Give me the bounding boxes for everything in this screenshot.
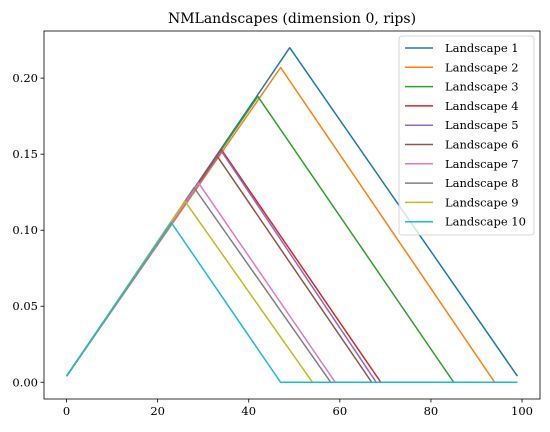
chart-title: NMLandscapes (dimension 0, rips) bbox=[168, 11, 416, 27]
series-layer bbox=[65, 46, 519, 384]
legend-label: Landscape 2 bbox=[445, 60, 519, 74]
y-tick-label: 0.00 bbox=[12, 375, 38, 389]
y-tick-label: 0.15 bbox=[12, 147, 38, 161]
series-line-10 bbox=[65, 221, 518, 384]
legend-label: Landscape 6 bbox=[445, 138, 519, 152]
y-tick-label: 0.05 bbox=[12, 299, 38, 313]
legend-label: Landscape 8 bbox=[445, 176, 519, 190]
x-tick-label: 80 bbox=[424, 404, 439, 418]
x-tick-label: 100 bbox=[511, 404, 533, 418]
legend-label: Landscape 9 bbox=[445, 195, 519, 209]
x-tick-label: 20 bbox=[150, 404, 165, 418]
legend-label: Landscape 1 bbox=[445, 41, 519, 55]
legend-frame bbox=[398, 35, 535, 236]
plot-frame bbox=[43, 30, 541, 400]
y-tick-label: 0.20 bbox=[12, 71, 38, 85]
legend-label: Landscape 7 bbox=[445, 157, 519, 171]
ticks-layer: 0 20 40 60 80 100 0.00 0.05 0.10 0.15 0.20 bbox=[12, 71, 533, 418]
x-tick-label: 60 bbox=[333, 404, 348, 418]
legend-label: Landscape 5 bbox=[445, 118, 519, 132]
legend: Landscape 1 Landscape 2 Landscape 3 Landsca… bbox=[398, 35, 535, 236]
legend-label: Landscape 4 bbox=[445, 99, 519, 113]
legend-label: Landscape 10 bbox=[445, 215, 526, 229]
legend-label: Landscape 3 bbox=[445, 80, 519, 94]
x-tick-label: 0 bbox=[63, 404, 70, 418]
x-tick-label: 40 bbox=[241, 404, 256, 418]
y-tick-label: 0.10 bbox=[12, 223, 38, 237]
